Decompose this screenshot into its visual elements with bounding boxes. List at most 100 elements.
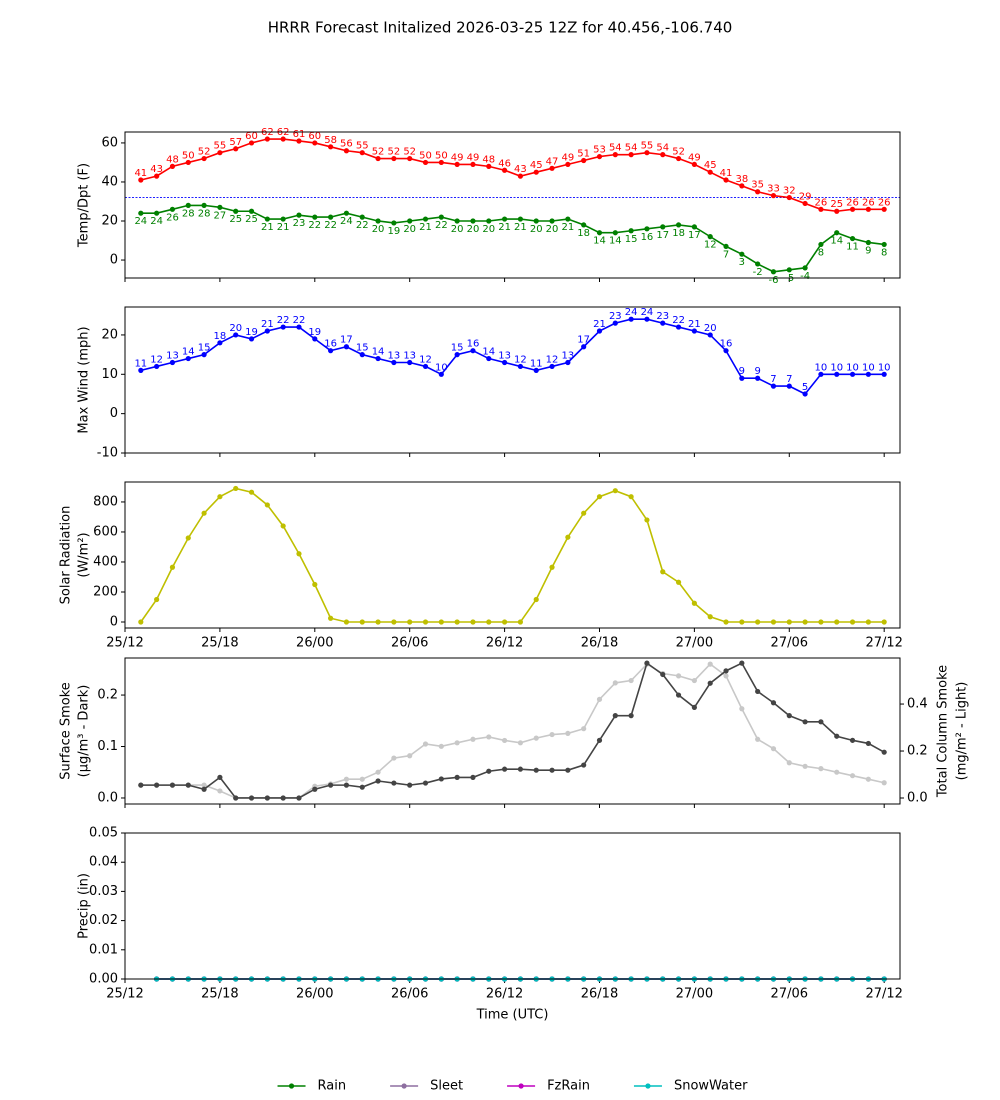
y-axis-label: Surface Smoke	[59, 682, 74, 780]
data-point	[707, 169, 713, 175]
data-point	[422, 741, 429, 747]
data-label: -4	[800, 271, 810, 282]
data-point	[533, 367, 539, 373]
y-tick-label: 0.1	[97, 739, 118, 754]
data-point	[628, 713, 634, 719]
x-tick-label: 26/12	[486, 636, 523, 651]
data-point	[217, 204, 223, 210]
data-point	[691, 328, 697, 334]
data-point	[628, 677, 634, 684]
data-point	[296, 138, 302, 144]
data-point	[849, 773, 856, 779]
data-label: 52	[372, 147, 385, 158]
data-label: 8	[881, 247, 887, 258]
data-point	[660, 152, 666, 158]
data-label: 13	[561, 350, 574, 361]
data-point	[154, 363, 160, 370]
data-point	[770, 700, 777, 706]
data-point	[770, 746, 777, 752]
y-tick-label: 0.00	[89, 972, 118, 987]
data-point	[343, 210, 350, 216]
y2-tick-label: 0.2	[907, 744, 928, 759]
data-point	[470, 161, 476, 168]
data-label: 12	[150, 354, 163, 365]
data-label: 11	[134, 358, 147, 369]
data-point	[391, 619, 397, 625]
data-label: 7	[770, 374, 776, 385]
data-label: 52	[198, 147, 211, 158]
data-point	[849, 619, 856, 625]
data-point	[865, 239, 871, 246]
x-tick-label: 26/06	[391, 987, 428, 1002]
data-point	[691, 161, 697, 168]
data-point	[375, 619, 381, 625]
data-label: 45	[530, 160, 543, 171]
data-point	[581, 510, 587, 516]
data-label: 21	[561, 222, 574, 233]
series-line	[140, 661, 885, 799]
data-label: 10	[862, 362, 875, 373]
data-point	[154, 782, 160, 788]
data-point	[770, 619, 777, 625]
data-point	[834, 208, 840, 214]
data-label: 11	[530, 358, 543, 369]
data-label: 52	[388, 147, 401, 158]
data-point	[612, 713, 618, 719]
data-point	[169, 359, 176, 366]
data-point	[501, 737, 508, 744]
data-label: -6	[768, 275, 778, 286]
data-point	[802, 763, 808, 769]
data-label: 15	[625, 234, 638, 245]
data-label: 20	[403, 224, 416, 235]
data-point	[501, 766, 508, 772]
data-label: 49	[561, 152, 574, 163]
y-tick-label: 10	[101, 367, 118, 382]
series-line	[140, 487, 885, 623]
data-point	[233, 332, 239, 338]
data-point	[454, 352, 460, 358]
data-point	[802, 619, 808, 625]
x-tick-label: 26/18	[581, 636, 618, 651]
legend-label: FzRain	[547, 1079, 590, 1094]
data-label: 52	[403, 147, 416, 158]
data-label: 45	[704, 160, 717, 171]
data-point	[612, 680, 618, 686]
data-point	[217, 494, 223, 500]
data-label: 5	[802, 382, 808, 393]
data-point	[264, 328, 270, 334]
legend-marker	[518, 1083, 524, 1089]
data-point	[201, 786, 207, 792]
legend-marker	[401, 1083, 407, 1089]
data-point	[438, 214, 444, 220]
data-point	[280, 324, 286, 330]
data-point	[138, 782, 144, 788]
data-point	[691, 704, 697, 711]
data-label: 7	[723, 249, 729, 260]
data-point	[723, 243, 729, 249]
data-label: 3	[739, 257, 745, 268]
data-point	[517, 619, 524, 625]
data-point	[185, 355, 191, 362]
x-tick-label: 27/06	[771, 636, 808, 651]
y-tick-label: 20	[101, 214, 118, 229]
data-point	[786, 619, 792, 625]
data-point	[501, 359, 508, 366]
data-label: 16	[324, 339, 337, 350]
x-axis-label: Time (UTC)	[476, 1008, 549, 1023]
data-point	[628, 152, 634, 158]
x-tick-label: 27/12	[865, 987, 902, 1002]
data-point	[517, 363, 524, 370]
data-point	[422, 363, 429, 370]
data-label: 9	[754, 366, 760, 377]
x-tick-label: 27/12	[865, 636, 902, 651]
data-label: 18	[214, 331, 227, 342]
data-label: 55	[214, 141, 227, 152]
data-label: 62	[277, 127, 290, 138]
data-label: 14	[182, 347, 195, 358]
data-point	[818, 766, 824, 772]
data-point	[675, 222, 682, 228]
data-point	[533, 169, 539, 175]
data-point	[818, 371, 824, 377]
data-label: 19	[245, 327, 258, 338]
data-point	[675, 155, 682, 162]
